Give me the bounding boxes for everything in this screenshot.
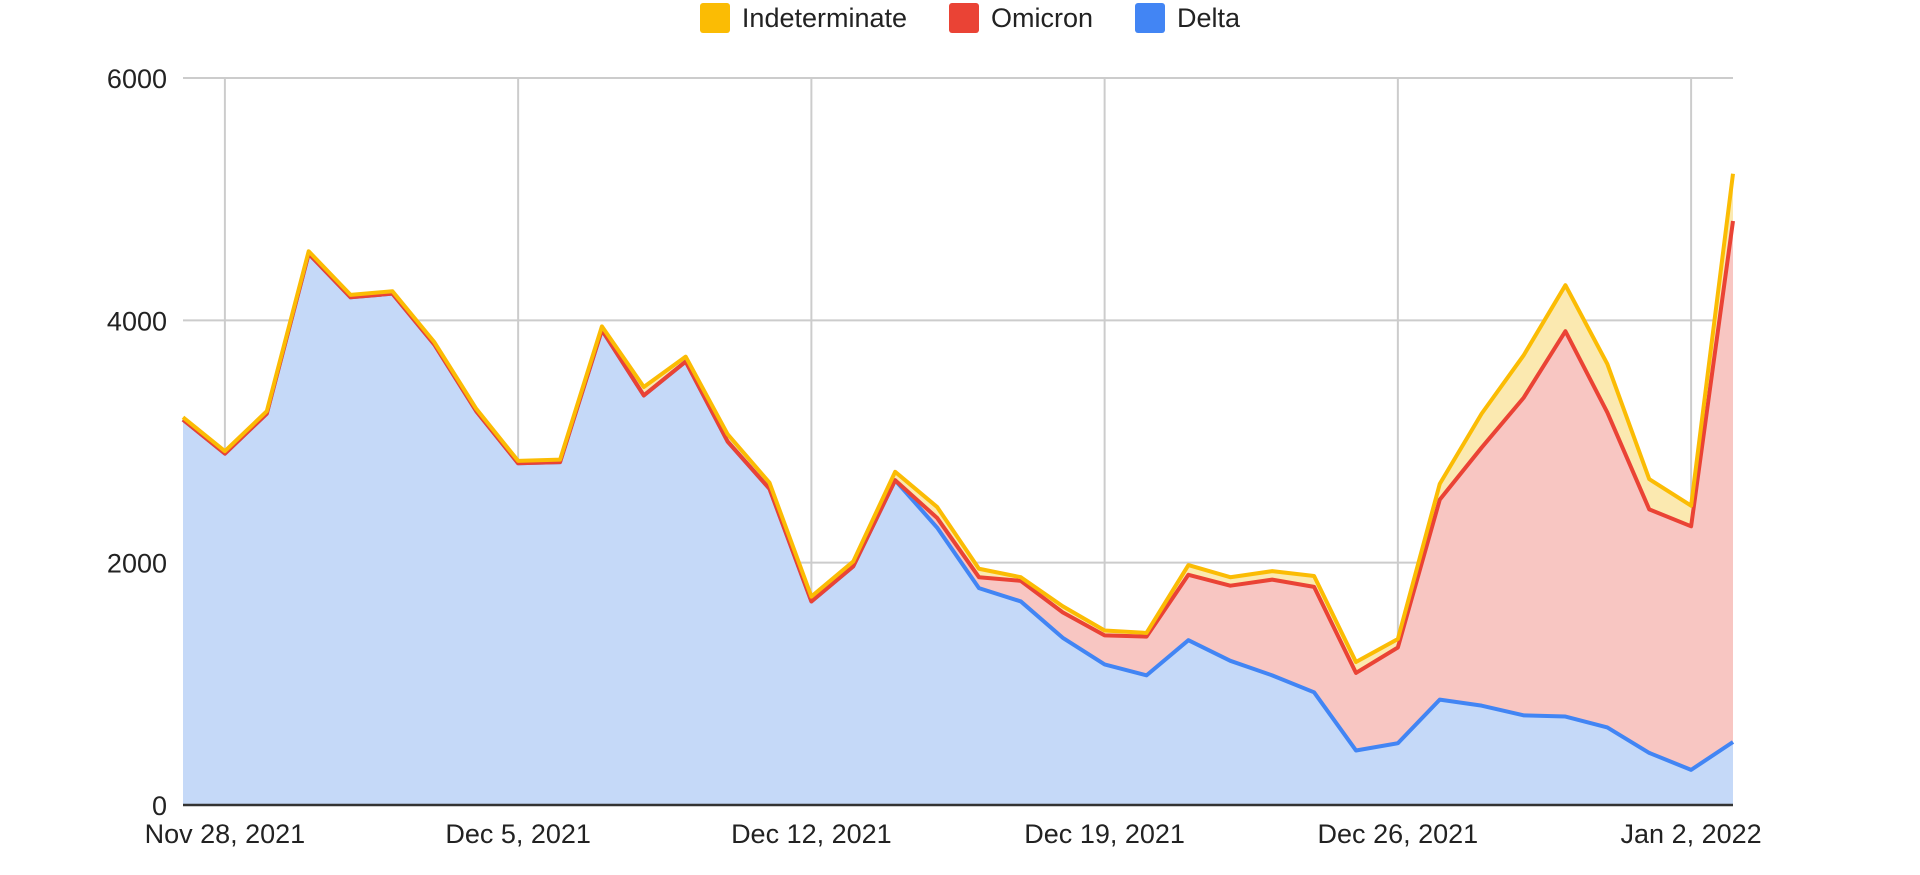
legend-label-delta: Delta: [1177, 2, 1241, 33]
legend-label-omicron: Omicron: [991, 2, 1094, 33]
legend-item-indeterminate[interactable]: Indeterminate: [699, 2, 908, 34]
series-lines: [181, 173, 1735, 772]
legend-swatch-indeterminate: [699, 3, 730, 33]
legend-item-delta[interactable]: Delta: [1135, 3, 1240, 34]
legend-label-indeterminate: Indeterminate: [741, 2, 908, 33]
x-tick-label: Dec 26, 2021: [1318, 819, 1479, 849]
y-tick-label: 6000: [107, 64, 167, 94]
axes: 0 2000 4000 6000 Nov 28, 2021 Dec 5, 2021 Dec …: [107, 64, 1762, 849]
x-tick-label: Nov 28, 2021: [145, 819, 306, 849]
legend-swatch-omicron: [949, 3, 980, 33]
x-tick-label: Jan 2, 2022: [1621, 819, 1762, 849]
x-tick-label: Dec 19, 2021: [1024, 819, 1185, 849]
area-omicron[interactable]: [183, 220, 1733, 770]
area-fills: [183, 173, 1733, 805]
x-tick-label: Dec 5, 2021: [445, 819, 591, 849]
legend: Indeterminate Omicron Delta: [0, 0, 1920, 36]
y-tick-label: 4000: [107, 306, 167, 336]
x-tick-label: Dec 12, 2021: [731, 819, 892, 849]
area-delta[interactable]: [183, 253, 1733, 805]
line-indeterminate[interactable]: [181, 173, 1735, 665]
legend-swatch-delta: [1135, 3, 1166, 33]
y-tick-label: 0: [152, 791, 167, 821]
y-tick-label: 2000: [107, 549, 167, 579]
legend-item-omicron[interactable]: Omicron: [949, 3, 1093, 34]
